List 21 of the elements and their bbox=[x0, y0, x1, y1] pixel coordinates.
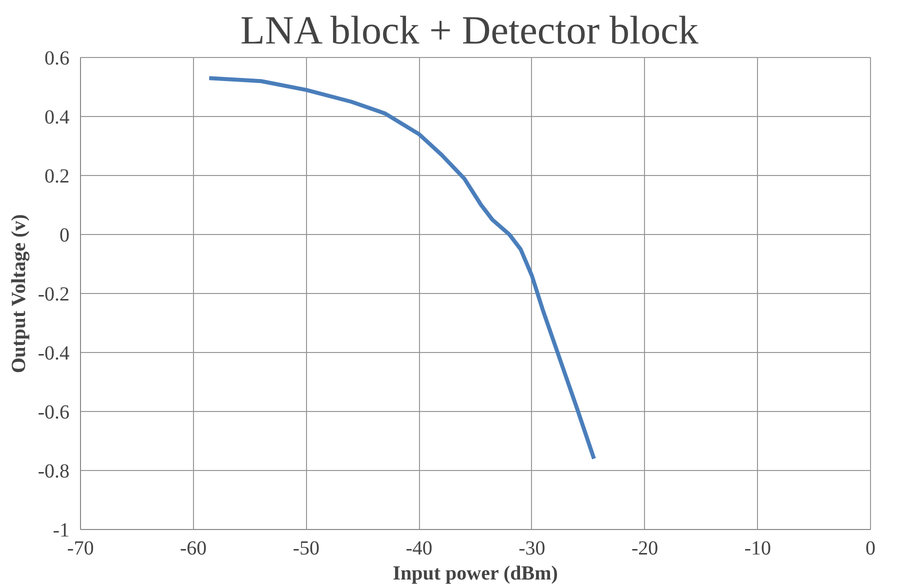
y-tick-label: -0.6 bbox=[38, 402, 70, 424]
y-tick-label: -0.2 bbox=[38, 284, 70, 306]
x-tick-label: -70 bbox=[67, 538, 94, 560]
x-tick-label: -60 bbox=[180, 538, 207, 560]
x-tick-label: -30 bbox=[518, 538, 546, 560]
y-tick-label: 0.2 bbox=[44, 166, 70, 188]
y-axis-title: Output Voltage (v) bbox=[8, 214, 30, 374]
y-tick-label: -0.8 bbox=[38, 460, 70, 482]
y-tick-label: -0.4 bbox=[38, 342, 70, 364]
chart-title: LNA block + Detector block bbox=[240, 8, 698, 52]
y-tick-label: 0.6 bbox=[44, 48, 70, 70]
x-tick-label: 0 bbox=[866, 538, 876, 560]
y-tick-label: -1 bbox=[52, 520, 70, 542]
x-tick-label: -40 bbox=[406, 538, 432, 560]
line-series bbox=[207, 76, 596, 461]
x-tick-label: -10 bbox=[744, 538, 771, 560]
y-tick-label: 0.4 bbox=[44, 106, 70, 128]
x-tick-label: -20 bbox=[631, 538, 658, 560]
x-axis-title: Input power (dBm) bbox=[392, 562, 558, 584]
x-tick-label: -50 bbox=[292, 538, 320, 560]
y-tick-label: 0 bbox=[60, 224, 70, 246]
